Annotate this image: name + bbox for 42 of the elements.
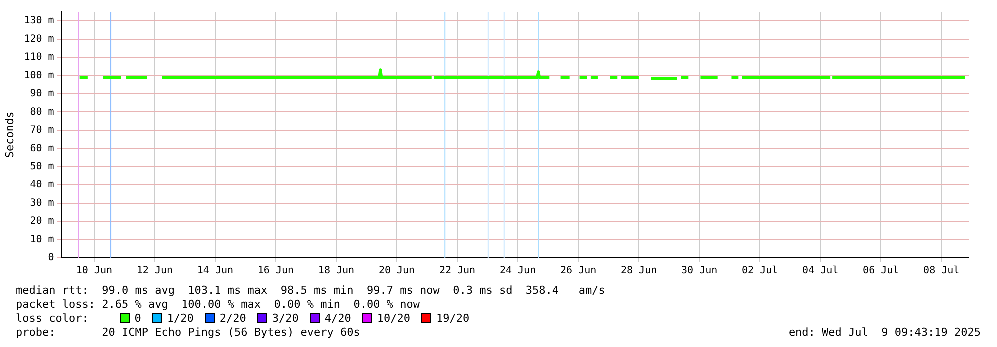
text: packet loss: 2.65 % avg 100.00 % max 0.00 % min 0.00 % now [16, 298, 421, 312]
legend-label: 4/20 [324, 312, 352, 325]
y-axis-title: Seconds [3, 112, 16, 158]
y-tick-label: 90 m [30, 88, 54, 100]
x-tick-label: 16 Jun [258, 266, 294, 277]
x-tick-label: 14 Jun [197, 266, 234, 277]
x-tick-label: 04 Jul [802, 266, 839, 277]
x-tick-label: 08 Jul [924, 266, 960, 277]
y-tick-label: 120 m [24, 34, 54, 45]
y-tick-label: 100 m [24, 70, 54, 82]
y-tick-label: 30 m [30, 198, 54, 209]
legend-label: 0 [134, 312, 142, 325]
x-tick-label: 10 Jun [76, 266, 112, 277]
x-tick-label: 22 Jun [439, 266, 476, 277]
y-tick-label: 40 m [30, 180, 54, 191]
legend-label: 10/20 [377, 312, 410, 325]
x-tick-label: 06 Jul [863, 266, 900, 277]
y-tick-label: 110 m [24, 52, 54, 64]
x-tick-label: 24 Jun [500, 266, 536, 277]
y-tick-label: 70 m [30, 125, 54, 136]
y-tick-label: 0 [48, 252, 54, 264]
legend-label: 2/20 [220, 312, 246, 325]
y-tick-label: 60 m [30, 143, 54, 154]
x-tick-label: 26 Jun [560, 266, 597, 277]
y-tick-label: 50 m [30, 161, 54, 172]
legend-label: 1/20 [167, 312, 194, 325]
y-tick-label: 10 m [30, 234, 54, 246]
text: end: Wed Jul 9 09:43:19 2025 [788, 326, 981, 340]
x-tick-label: 20 Jun [378, 266, 416, 277]
x-tick-label: 28 Jun [620, 266, 658, 277]
x-tick-label: 18 Jun [318, 266, 355, 277]
y-tick-label: 130 m [24, 16, 54, 27]
legend-label: 19/20 [436, 312, 470, 325]
text: median rtt: 99.0 ms avg 103.1 ms max 98.5 ms min 99.7 ms now 0.3 ms sd 358.4 am/s [16, 284, 606, 298]
x-tick-label: 02 Jul [742, 266, 778, 277]
x-tick-label: 30 Jun [682, 266, 718, 277]
y-tick-label: 20 m [30, 216, 54, 228]
text: probe: 20 ICMP Echo Pings (56 Bytes) every 60s [16, 326, 360, 340]
y-tick-label: 80 m [30, 106, 54, 118]
legend-title: loss color: [16, 312, 89, 325]
legend-label: 3/20 [272, 312, 299, 325]
x-tick-label: 12 Jun [136, 266, 174, 277]
